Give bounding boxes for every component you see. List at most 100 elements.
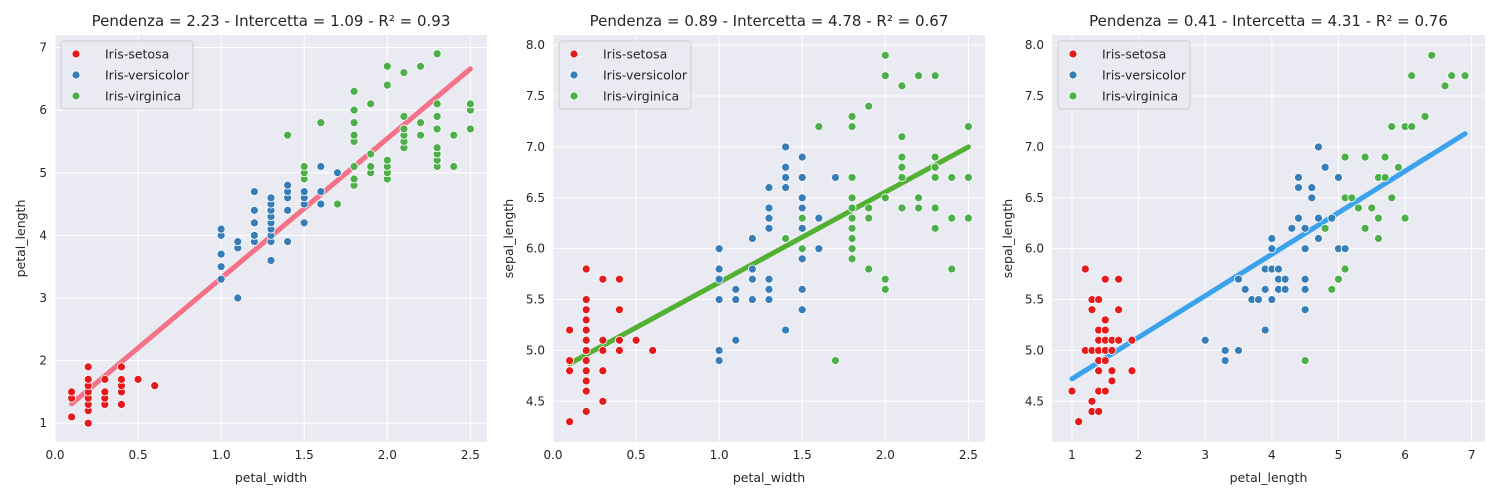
- x-tick-label: 2.0: [378, 448, 397, 462]
- data-point: [67, 412, 77, 422]
- data-point: [1260, 325, 1270, 335]
- series-iris-virginica: [1300, 50, 1470, 366]
- y-tick-label: 3: [39, 291, 47, 305]
- y-tick-label: 4: [39, 228, 47, 242]
- data-point: [283, 180, 293, 190]
- data-point: [598, 274, 608, 284]
- data-point: [914, 203, 923, 213]
- data-point: [1447, 71, 1457, 81]
- chart-title: Pendenza = 0.89 - Intercetta = 4.78 - R²…: [590, 12, 949, 30]
- data-point: [349, 105, 359, 115]
- data-point: [416, 118, 425, 128]
- data-point: [581, 335, 591, 345]
- data-point: [930, 203, 940, 213]
- legend-marker: [569, 70, 579, 80]
- data-point: [714, 264, 724, 274]
- x-tick-label: 6: [1401, 448, 1409, 462]
- data-point: [947, 213, 957, 223]
- data-point: [333, 168, 342, 178]
- data-point: [416, 61, 425, 71]
- x-tick-label: 2.5: [461, 448, 480, 462]
- data-point: [731, 284, 741, 294]
- chart-panel-3: 1 2 3 4 5 6 7 4.5 5.0 5.5 6.0 6.5 7.0 7.5 8.0 petal_len…: [1000, 12, 1485, 485]
- data-point: [1287, 223, 1297, 233]
- data-point: [1400, 213, 1410, 223]
- x-tick-label: 1.5: [295, 448, 314, 462]
- regression-line: [567, 144, 971, 367]
- data-point: [581, 376, 591, 386]
- legend-label: Iris-versicolor: [1102, 68, 1187, 83]
- data-point: [963, 122, 973, 131]
- data-point: [797, 152, 807, 162]
- x-tick-label: 2.0: [876, 448, 895, 462]
- data-point: [449, 130, 459, 140]
- data-point: [83, 418, 93, 428]
- data-point: [1280, 284, 1290, 294]
- x-tick-label: 0.5: [627, 448, 646, 462]
- data-point: [233, 293, 243, 303]
- data-point: [581, 264, 591, 274]
- legend-label: Iris-virginica: [603, 89, 679, 104]
- data-point: [797, 244, 807, 254]
- data-point: [266, 256, 276, 265]
- data-point: [1100, 386, 1110, 396]
- data-point: [648, 346, 658, 355]
- data-point: [133, 374, 143, 384]
- y-tick-label: 5.0: [1025, 343, 1044, 357]
- data-point: [1380, 173, 1390, 182]
- y-tick-label: 7.5: [1025, 89, 1044, 103]
- data-point: [847, 244, 857, 254]
- data-point: [847, 122, 857, 131]
- data-point: [1114, 305, 1124, 315]
- data-point: [1427, 50, 1437, 60]
- data-point: [797, 203, 807, 213]
- data-point: [581, 356, 591, 366]
- x-axis-label: petal_width: [235, 470, 307, 485]
- y-tick-label: 7.0: [526, 140, 545, 154]
- series-iris-virginica: [781, 50, 973, 366]
- y-tick-label: 7.5: [526, 89, 545, 103]
- data-point: [747, 264, 757, 274]
- data-point: [1127, 335, 1137, 345]
- data-point: [797, 305, 807, 315]
- data-point: [349, 118, 359, 128]
- data-point: [1107, 376, 1117, 386]
- data-point: [333, 199, 342, 209]
- data-point: [1340, 152, 1350, 162]
- data-point: [432, 49, 442, 59]
- data-point: [283, 130, 293, 140]
- y-tick-label: 5.5: [526, 293, 545, 307]
- data-point: [914, 193, 923, 203]
- y-axis-label: sepal_length: [501, 199, 516, 278]
- data-point: [714, 274, 724, 284]
- data-point: [283, 237, 293, 247]
- series-iris-setosa: [67, 362, 160, 428]
- series-iris-versicolor: [1200, 142, 1350, 366]
- data-point: [1367, 203, 1377, 213]
- data-point: [764, 284, 774, 294]
- data-point: [714, 356, 724, 366]
- data-point: [897, 203, 907, 213]
- y-tick-label: 8.0: [526, 38, 545, 52]
- data-point: [1407, 71, 1417, 81]
- x-tick-label: 1.0: [710, 448, 729, 462]
- data-point: [432, 124, 442, 134]
- data-point: [1440, 81, 1450, 91]
- data-point: [1200, 335, 1210, 345]
- data-point: [1300, 244, 1310, 254]
- data-point: [598, 335, 608, 345]
- y-tick-label: 6.0: [1025, 242, 1044, 256]
- y-tick-label: 5.5: [1025, 293, 1044, 307]
- data-point: [1354, 203, 1363, 213]
- y-tick-label: 4.5: [526, 394, 545, 408]
- data-point: [1360, 152, 1370, 162]
- data-point: [831, 173, 840, 182]
- x-tick-label: 1: [1068, 448, 1076, 462]
- legend-box: [60, 40, 194, 110]
- data-point: [880, 71, 890, 81]
- data-point: [814, 213, 824, 223]
- data-point: [963, 213, 973, 223]
- data-point: [1394, 162, 1403, 172]
- data-point: [897, 152, 907, 162]
- data-point: [598, 346, 608, 355]
